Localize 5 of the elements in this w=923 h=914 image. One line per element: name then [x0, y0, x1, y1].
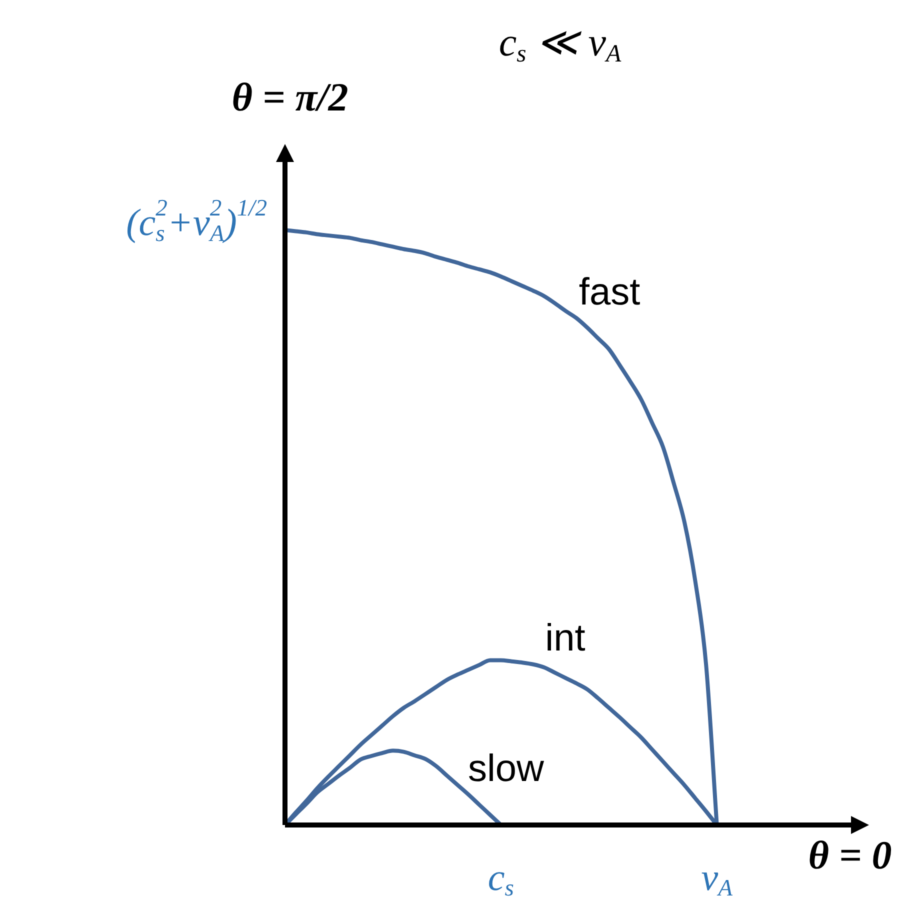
series-label: slow	[468, 748, 545, 790]
x-axis-title: θ = 0	[808, 832, 892, 878]
series-label: fast	[578, 272, 641, 314]
y-axis-title: θ = π/2	[232, 74, 348, 120]
series-label: int	[545, 618, 586, 660]
